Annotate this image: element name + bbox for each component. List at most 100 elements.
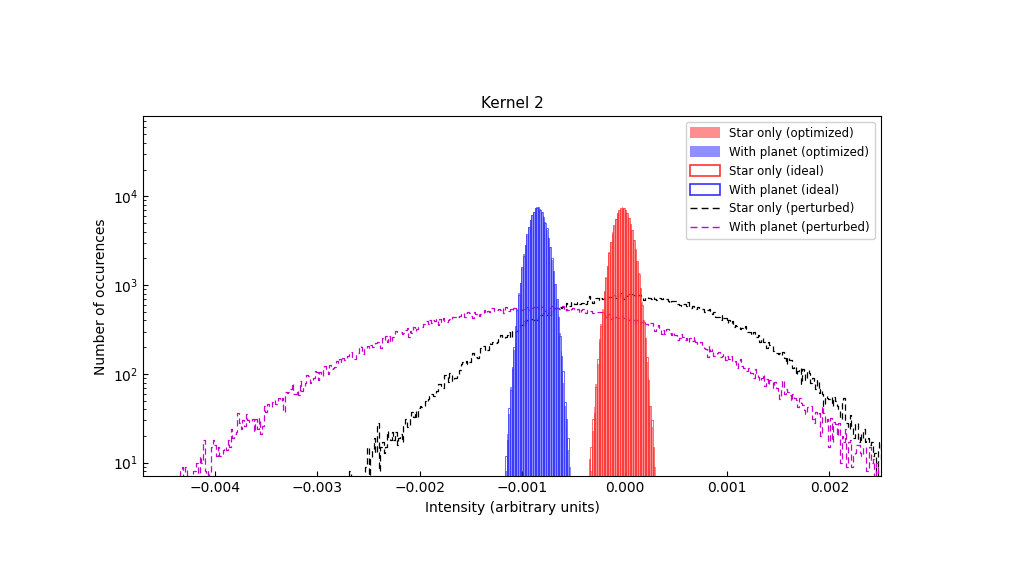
Bar <box>632 230 633 581</box>
Bar <box>524 245 526 581</box>
Bar <box>548 236 549 581</box>
Bar <box>523 256 524 581</box>
Bar <box>636 261 638 581</box>
Bar <box>540 210 541 581</box>
Bar <box>569 467 570 581</box>
Star only (perturbed) <box>907 505 920 512</box>
Bar <box>644 338 646 581</box>
Bar <box>537 208 538 581</box>
Bar <box>649 407 651 581</box>
Bar <box>526 235 528 581</box>
Bar <box>587 525 589 581</box>
Bar <box>545 222 546 581</box>
Bar <box>564 402 565 581</box>
Bar <box>505 471 507 581</box>
Bar <box>589 459 591 581</box>
Bar <box>599 342 600 581</box>
Bar <box>512 369 513 581</box>
Bar <box>554 284 556 581</box>
Bar <box>546 228 548 581</box>
Bar <box>640 288 641 581</box>
Bar <box>567 438 569 581</box>
Bar <box>600 326 602 581</box>
Bar <box>584 551 586 581</box>
Bar <box>615 219 616 581</box>
Bar <box>654 467 656 581</box>
Bar <box>595 387 597 581</box>
Bar <box>586 551 587 581</box>
With planet (perturbed) <box>907 505 920 512</box>
Bar <box>628 218 630 581</box>
Bar <box>630 224 632 581</box>
Bar <box>632 231 633 581</box>
Bar <box>510 390 512 581</box>
Bar <box>592 431 594 581</box>
Bar <box>528 227 529 581</box>
Bar <box>608 253 610 581</box>
Bar <box>515 332 516 581</box>
Bar <box>646 357 648 581</box>
Bar <box>602 309 603 581</box>
Bar <box>627 213 628 581</box>
Bar <box>643 321 644 581</box>
Bar <box>559 332 561 581</box>
Bar <box>611 232 613 581</box>
Bar <box>549 247 551 581</box>
Bar <box>526 234 528 581</box>
Bar <box>507 434 508 581</box>
Bar <box>603 291 605 581</box>
Bar <box>546 230 548 581</box>
Bar <box>502 525 504 581</box>
Bar <box>535 208 537 581</box>
Bar <box>591 471 592 581</box>
Bar <box>516 310 518 581</box>
Bar <box>633 239 635 581</box>
With planet (perturbed) <box>926 505 938 512</box>
Bar <box>652 453 654 581</box>
Bar <box>608 253 610 581</box>
With planet (perturbed) <box>246 415 258 422</box>
With planet (perturbed) <box>106 548 119 555</box>
Bar <box>651 428 652 581</box>
Bar <box>543 216 545 581</box>
Bar <box>592 419 594 581</box>
Bar <box>627 213 628 581</box>
Bar <box>499 551 500 581</box>
Bar <box>610 242 611 581</box>
Bar <box>548 238 549 581</box>
Bar <box>502 498 504 581</box>
Bar <box>504 509 505 581</box>
Bar <box>545 223 546 581</box>
Bar <box>640 288 641 581</box>
Bar <box>622 207 624 581</box>
Bar <box>638 273 640 581</box>
Bar <box>562 383 564 581</box>
Bar <box>520 284 521 581</box>
Bar <box>561 356 562 581</box>
Bar <box>635 249 636 581</box>
Bar <box>556 299 557 581</box>
Bar <box>624 208 625 581</box>
Bar <box>531 215 532 581</box>
Bar <box>594 413 595 581</box>
Bar <box>636 261 638 581</box>
Bar <box>504 525 505 581</box>
Bar <box>538 207 540 581</box>
Star only (perturbed) <box>926 521 938 528</box>
Bar <box>656 525 657 581</box>
Bar <box>508 408 510 581</box>
Bar <box>635 250 636 581</box>
Bar <box>520 283 521 581</box>
Bar <box>656 509 657 581</box>
Bar <box>615 219 616 581</box>
Bar <box>521 267 523 581</box>
Bar <box>562 371 564 581</box>
Bar <box>600 324 602 581</box>
Bar <box>620 208 622 581</box>
Bar <box>518 293 520 581</box>
Bar <box>610 242 611 581</box>
Bar <box>649 406 651 581</box>
Bar <box>524 245 526 581</box>
Legend: Star only (optimized), With planet (optimized), Star only (ideal), With planet (: Star only (optimized), With planet (opti… <box>686 122 874 239</box>
Bar <box>513 350 515 581</box>
